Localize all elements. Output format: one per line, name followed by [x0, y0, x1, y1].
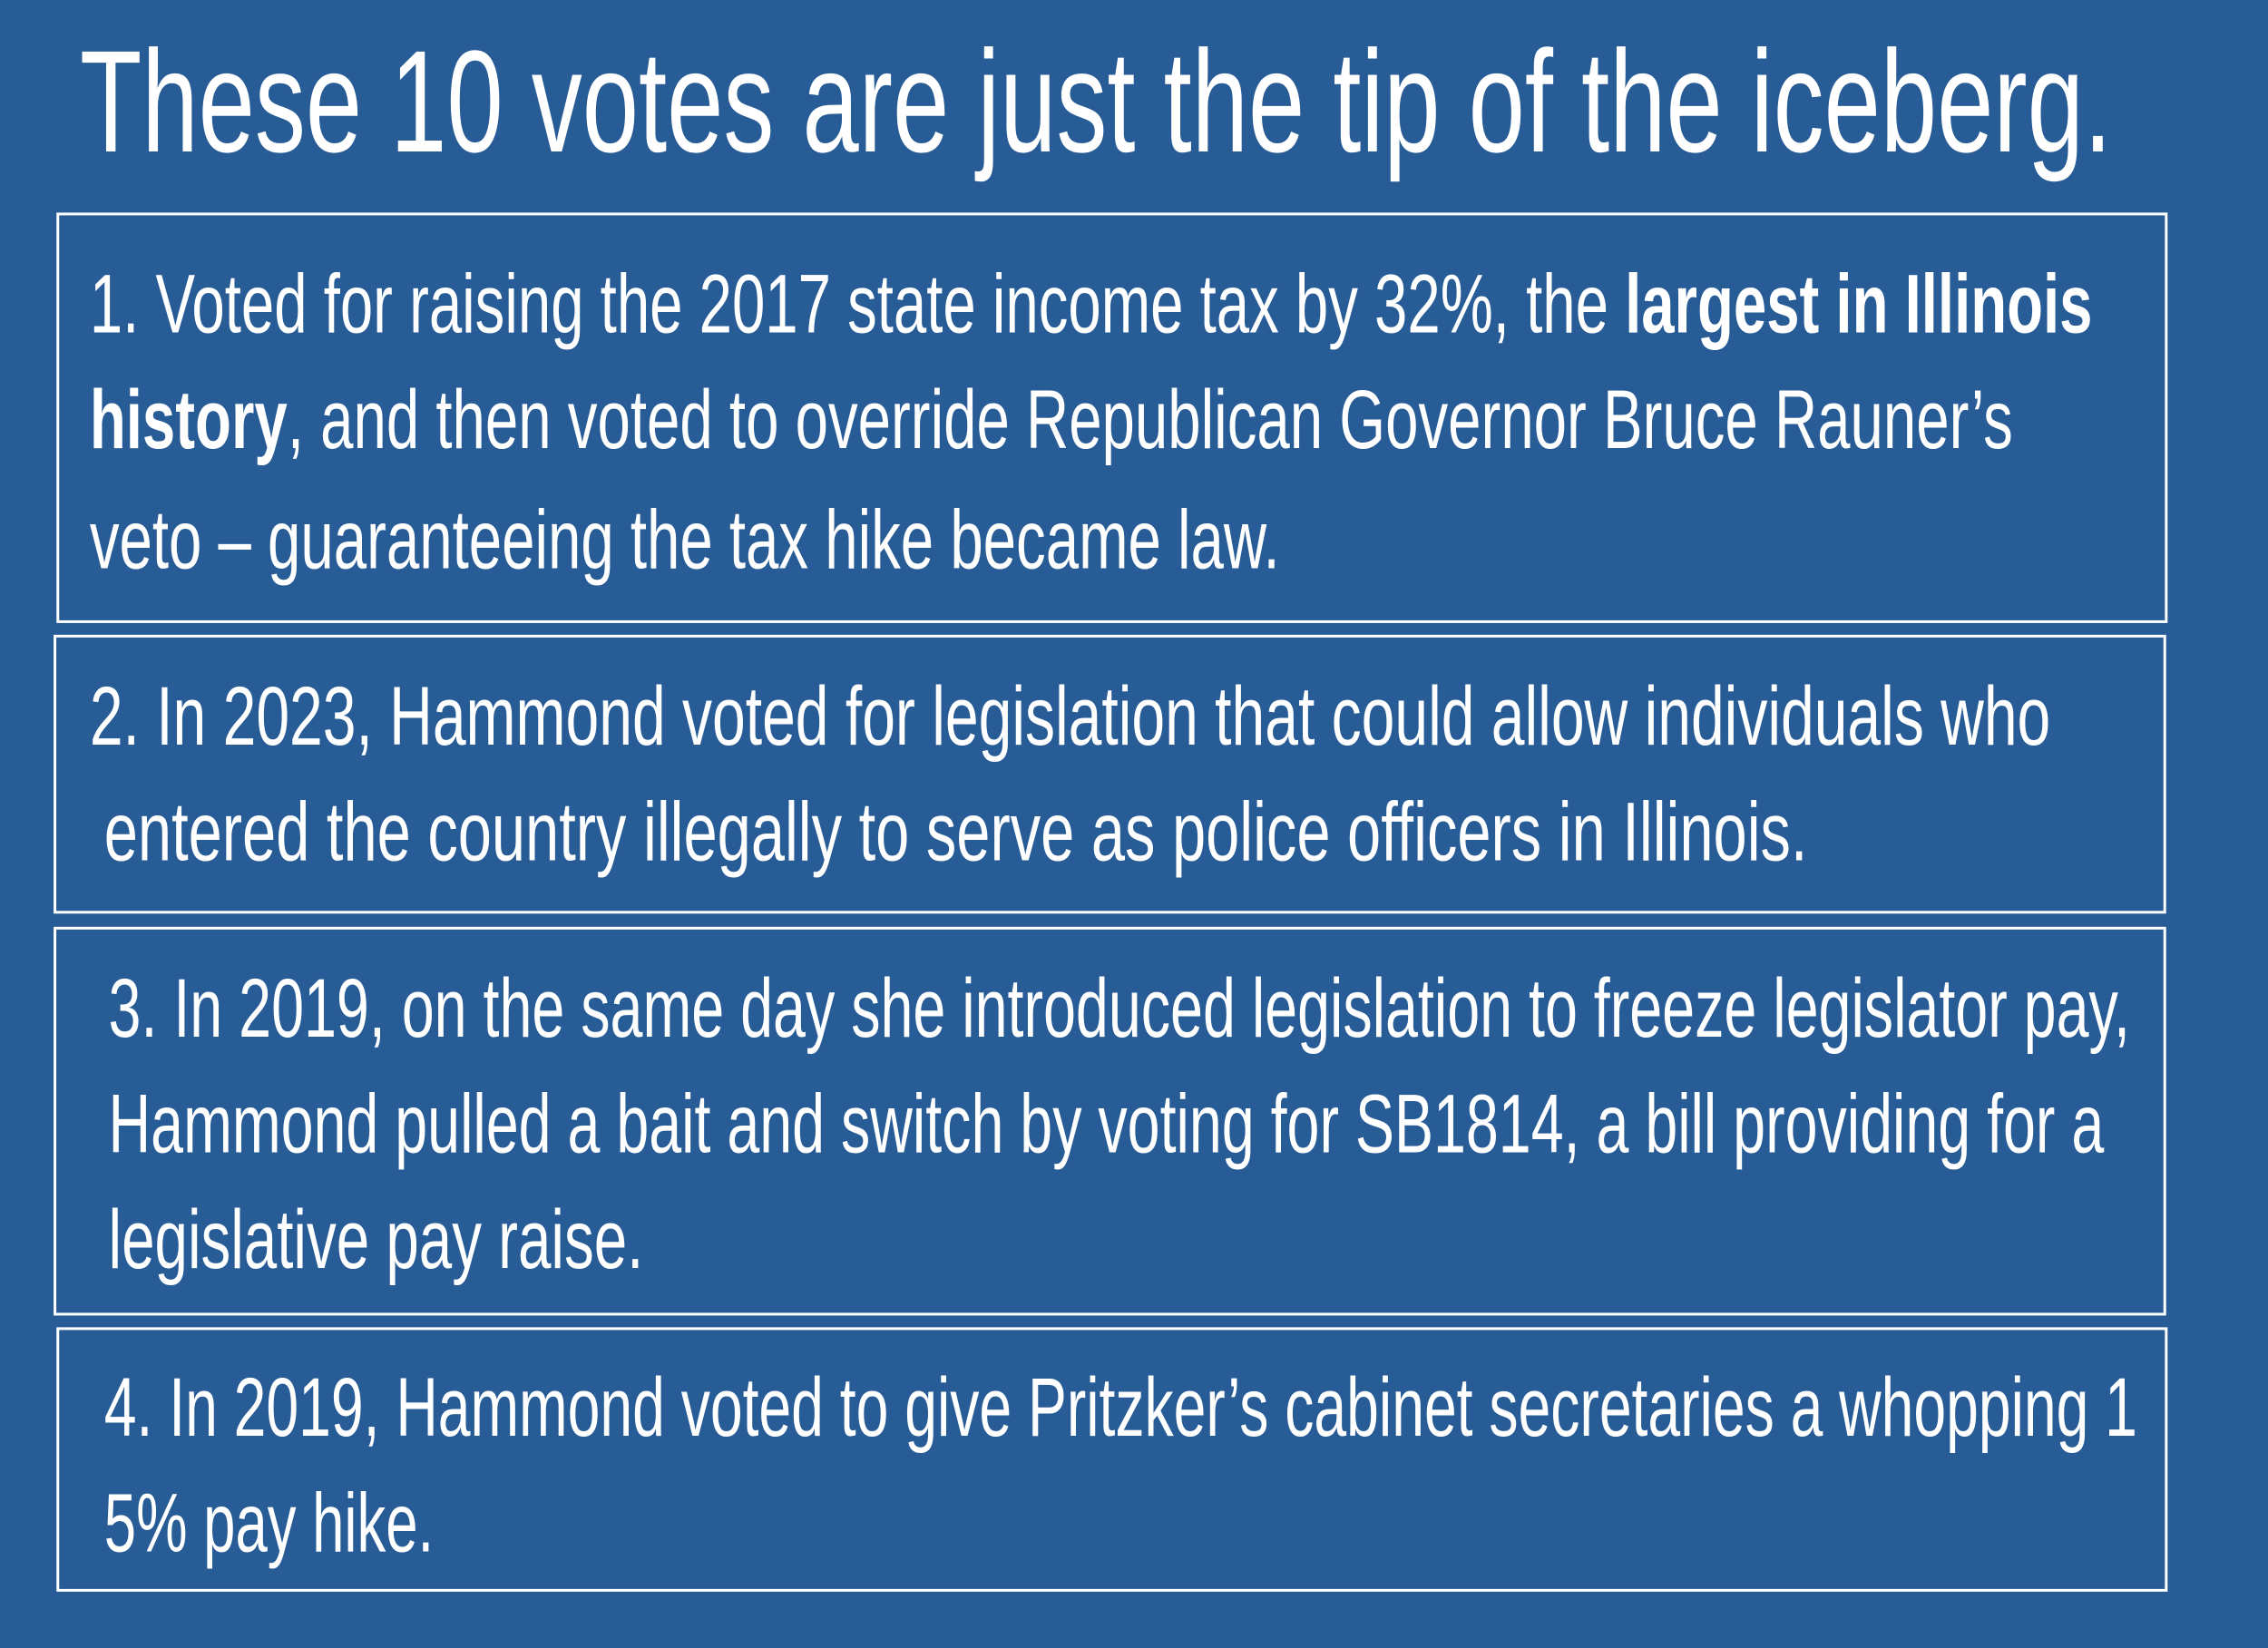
item-line: 1. Voted for raising the 2017 state inco… [90, 258, 2093, 351]
vote-item: 4. In 2019, Hammond voted to give Pritzk… [56, 1327, 2168, 1592]
text-segment: 2. In 2023, Hammond voted for legislatio… [90, 670, 2050, 763]
text-segment: Hammond pulled a bait and switch by voti… [109, 1078, 2105, 1170]
item-line: Hammond pulled a bait and switch by voti… [109, 1078, 2105, 1170]
bold-text: largest in Illinois [1625, 258, 2092, 351]
text-segment: legislative pay raise. [109, 1194, 644, 1286]
title: These 10 votes are just the tip of the i… [80, 20, 2112, 182]
item-line: history, and then voted to override Repu… [90, 374, 2013, 466]
text-segment: , and then voted to override Republican … [288, 374, 2013, 466]
item-line: 5% pay hike. [104, 1477, 434, 1569]
vote-item: 1. Voted for raising the 2017 state inco… [56, 212, 2168, 623]
item-box [54, 926, 2166, 1316]
item-line: 2. In 2023, Hammond voted for legislatio… [90, 670, 2050, 763]
item-box [56, 1327, 2168, 1592]
item-line: 4. In 2019, Hammond voted to give Pritzk… [104, 1361, 2137, 1454]
text-segment: veto – guaranteeing the tax hike became … [90, 493, 1280, 586]
item-line: veto – guaranteeing the tax hike became … [90, 493, 1280, 586]
vote-item: 3. In 2019, on the same day she introduc… [54, 926, 2166, 1316]
item-line: 3. In 2019, on the same day she introduc… [109, 962, 2130, 1055]
bold-text: history [90, 374, 288, 466]
text-segment: entered the country illegally to serve a… [104, 785, 1808, 878]
text-segment: 1. Voted for raising the 2017 state inco… [90, 258, 1625, 351]
item-box [56, 212, 2168, 623]
text-segment: 5% pay hike. [104, 1477, 434, 1569]
item-line: entered the country illegally to serve a… [104, 785, 1808, 878]
item-line: legislative pay raise. [109, 1194, 644, 1286]
vote-item: 2. In 2023, Hammond voted for legislatio… [54, 634, 2166, 914]
text-segment: 4. In 2019, Hammond voted to give Pritzk… [104, 1361, 2137, 1454]
item-box [54, 634, 2166, 914]
text-segment: 3. In 2019, on the same day she introduc… [109, 962, 2130, 1055]
